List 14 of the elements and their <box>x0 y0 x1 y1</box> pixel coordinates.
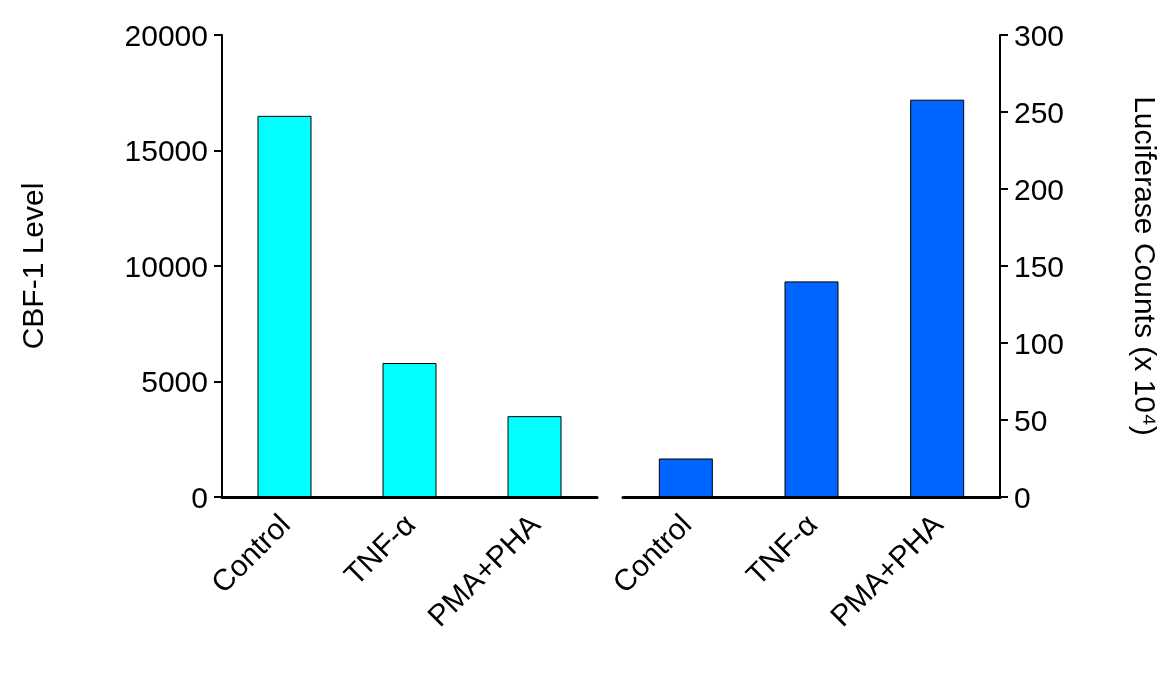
y2-tick-label: 100 <box>1014 326 1065 360</box>
y2-tick-label: 300 <box>1014 18 1065 52</box>
y2-tick-label: 0 <box>1014 480 1031 514</box>
y-tick-label: 15000 <box>124 134 208 167</box>
y2-tick-label: 150 <box>1014 249 1065 283</box>
y-tick-label: 20000 <box>124 18 208 52</box>
y2-axis-title: Luciferase Counts (x 10⁴) <box>1128 96 1162 436</box>
y2-tick-label: 250 <box>1014 95 1065 129</box>
y2-tick-label: 50 <box>1014 403 1048 437</box>
y-tick-label: 10000 <box>124 249 208 283</box>
y-axis-title: CBF-1 Level <box>15 182 49 350</box>
y2-tick-label: 200 <box>1014 172 1065 206</box>
y-tick-label: 5000 <box>141 365 208 398</box>
y-tick-label: 0 <box>191 480 208 514</box>
